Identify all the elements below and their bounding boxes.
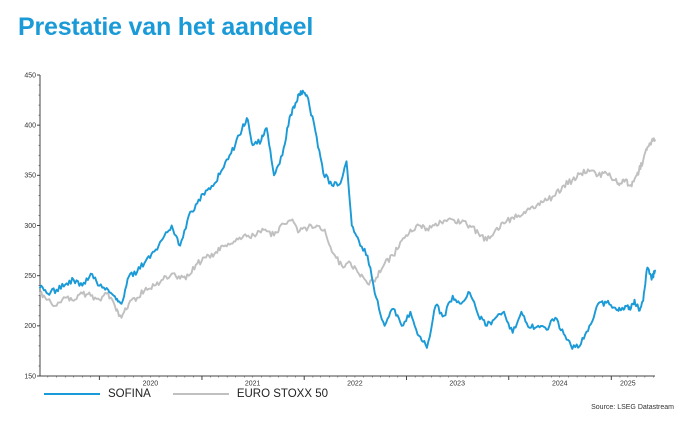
page-title: Prestatie van het aandeel [18,13,314,41]
legend-item-euro-stoxx-50: EURO STOXX 50 [172,388,328,400]
x-tick-label: 2025 [620,381,636,388]
y-tick-label: 450 [24,72,36,79]
legend-item-sofina: SOFINA [44,388,151,400]
y-tick-label: 400 [24,122,36,129]
x-tick-label: 2020 [143,381,159,388]
legend-swatch-euro-stoxx-50 [172,393,229,395]
legend-swatch-sofina [44,393,100,395]
series-layer [39,89,656,350]
x-tick-label: 2023 [449,381,465,388]
series-line-sofina [39,89,656,350]
legend-label-sofina: SOFINA [108,388,151,400]
y-axis: 150 200 250 300 350 400 450 [24,72,40,380]
x-tick-label: 2024 [552,381,568,388]
series-line-euro-stoxx-50 [39,137,656,319]
y-tick-label: 250 [24,273,36,280]
legend: SOFINA EURO STOXX 50 [44,388,350,400]
legend-label-euro-stoxx-50: EURO STOXX 50 [236,388,328,400]
x-tick-label: 2021 [245,381,261,388]
y-tick-label: 350 [24,173,36,180]
y-tick-label: 300 [24,223,36,230]
source-note: Source: LSEG Datastream [591,404,674,411]
y-tick-label: 150 [24,373,36,380]
x-axis: 2020 2021 2022 2023 2024 2025 [47,376,654,388]
x-tick-label: 2022 [347,381,363,388]
y-tick-label: 200 [24,323,36,330]
